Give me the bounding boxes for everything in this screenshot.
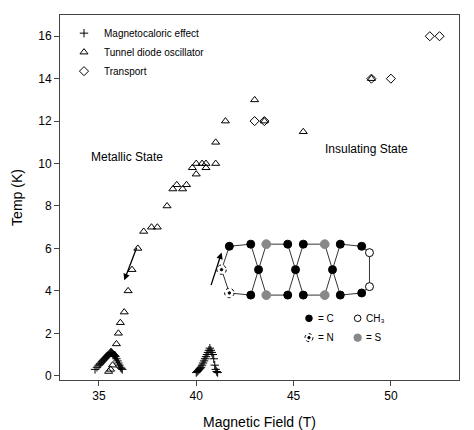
svg-text:Tunnel diode oscillator: Tunnel diode oscillator xyxy=(104,47,204,58)
svg-text:2: 2 xyxy=(45,327,52,341)
svg-text:Transport: Transport xyxy=(104,66,147,77)
svg-text:16: 16 xyxy=(38,29,52,43)
svg-text:Temp (K): Temp (K) xyxy=(9,169,25,226)
svg-text:Metallic State: Metallic State xyxy=(91,150,163,164)
svg-text:4: 4 xyxy=(45,284,52,298)
svg-text:0: 0 xyxy=(45,369,52,383)
svg-text:50: 50 xyxy=(384,389,398,403)
svg-text:40: 40 xyxy=(190,389,204,403)
svg-text:CH₃: CH₃ xyxy=(366,313,385,324)
svg-text:45: 45 xyxy=(287,389,301,403)
svg-text:14: 14 xyxy=(38,72,52,86)
svg-text:= C: = C xyxy=(318,313,334,324)
svg-text:Magnetocaloric effect: Magnetocaloric effect xyxy=(104,28,199,39)
svg-text:6: 6 xyxy=(45,242,52,256)
svg-text:35: 35 xyxy=(92,389,106,403)
svg-text:= N: = N xyxy=(318,332,334,343)
svg-text:8: 8 xyxy=(45,199,52,213)
svg-text:Insulating State: Insulating State xyxy=(325,142,408,156)
svg-text:12: 12 xyxy=(38,114,52,128)
svg-text:10: 10 xyxy=(38,157,52,171)
svg-text:= S: = S xyxy=(366,332,382,343)
svg-text:Magnetic Field (T): Magnetic Field (T) xyxy=(203,414,316,430)
